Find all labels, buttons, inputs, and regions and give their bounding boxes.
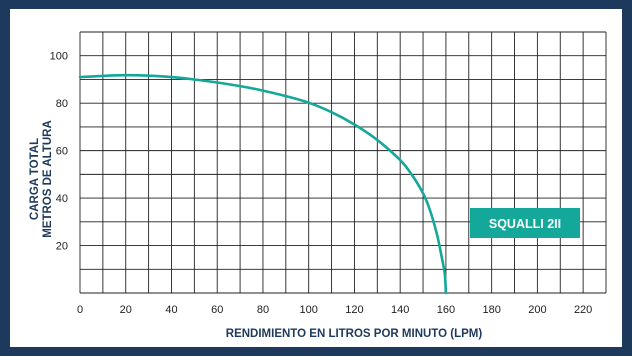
y-tick-label: 20 <box>56 241 68 253</box>
x-tick-label: 200 <box>528 304 546 316</box>
x-tick-label: 40 <box>165 304 177 316</box>
x-tick-labels: 0 20 40 60 80 100 120 140 160 180 200 220 <box>77 304 592 316</box>
x-tick-label: 160 <box>437 304 455 316</box>
x-tick-label: 180 <box>482 304 500 316</box>
x-tick-label: 220 <box>574 304 592 316</box>
chart-grid <box>79 31 607 294</box>
y-tick-label: 100 <box>50 51 68 63</box>
x-tick-label: 140 <box>391 304 409 316</box>
performance-chart: 0 20 40 60 80 100 120 140 160 180 200 220 20 40 60 80 1… <box>29 31 607 340</box>
x-tick-label: 120 <box>345 304 363 316</box>
x-axis-title: RENDIMIENTO EN LITROS POR MINUTO (LPM) <box>226 328 483 340</box>
y-axis-title-line-1: CARGA TOTAL <box>29 138 41 220</box>
x-tick-label: 0 <box>77 304 83 316</box>
y-axis-title-line-2: METROS DE ALTURA <box>42 120 54 238</box>
y-axis-title: CARGA TOTAL METROS DE ALTURA <box>29 120 54 238</box>
legend-label: SQUALLI 2II <box>489 217 561 231</box>
chart-panel: 0 20 40 60 80 100 120 140 160 180 200 220 20 40 60 80 1… <box>10 9 622 347</box>
x-tick-label: 100 <box>300 304 318 316</box>
x-tick-label: 60 <box>211 304 223 316</box>
y-tick-labels: 20 40 60 80 100 <box>50 51 68 253</box>
y-tick-label: 40 <box>56 193 68 205</box>
y-tick-label: 60 <box>56 146 68 158</box>
x-tick-label: 80 <box>257 304 269 316</box>
legend-badge: SQUALLI 2II <box>470 208 580 238</box>
series-line-squalli-2ii <box>78 73 448 295</box>
x-tick-label: 20 <box>120 304 132 316</box>
legend-badge-box <box>470 208 580 238</box>
y-tick-label: 80 <box>56 98 68 110</box>
